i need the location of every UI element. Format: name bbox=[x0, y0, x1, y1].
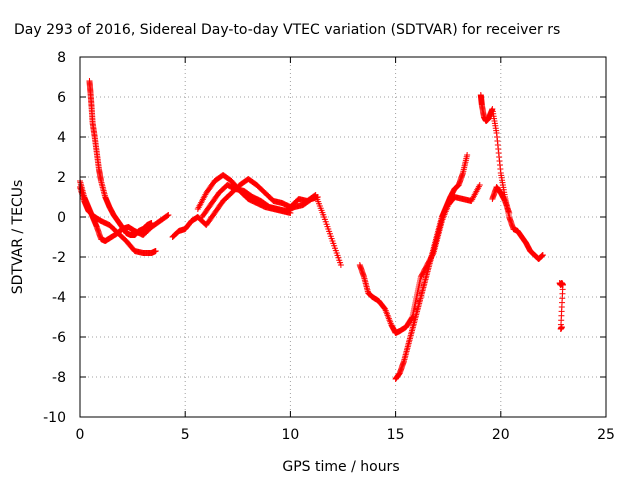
x-tick-label: 10 bbox=[281, 427, 299, 443]
plot-frame bbox=[79, 56, 607, 418]
y-tick-label: -8 bbox=[52, 370, 66, 386]
y-tick-label: 6 bbox=[57, 90, 66, 106]
data-point bbox=[337, 262, 344, 268]
grid bbox=[80, 57, 606, 417]
series-trace-j bbox=[489, 184, 513, 216]
data-point bbox=[539, 252, 546, 258]
y-tick-label: 4 bbox=[57, 130, 66, 146]
x-tick-label: 5 bbox=[181, 427, 190, 443]
axis-ticks: 0 5 10 15 20 25 -10 -8 -6 -4 -2 0 2 4 6 8 bbox=[43, 50, 615, 443]
data-point bbox=[464, 152, 471, 158]
y-tick-label: -4 bbox=[52, 290, 66, 306]
series-trace-i bbox=[477, 92, 546, 262]
y-tick-label: 2 bbox=[57, 170, 66, 186]
series-trace-d bbox=[169, 176, 344, 268]
series-trace-f bbox=[194, 172, 294, 216]
chart-title: Day 293 of 2016, Sidereal Day-to-day VTE… bbox=[14, 22, 560, 38]
x-tick-label: 25 bbox=[597, 427, 615, 443]
y-tick-label: 8 bbox=[57, 50, 66, 66]
data-points bbox=[77, 78, 566, 382]
data-point bbox=[506, 210, 513, 216]
series-trace-h bbox=[392, 152, 471, 382]
x-tick-label: 20 bbox=[492, 427, 510, 443]
x-tick-label: 15 bbox=[387, 427, 405, 443]
y-tick-label: -6 bbox=[52, 330, 66, 346]
data-point bbox=[558, 324, 565, 330]
series-trace-g bbox=[356, 182, 483, 336]
y-tick-label: -2 bbox=[52, 250, 66, 266]
x-tick-label: 0 bbox=[76, 427, 85, 443]
data-point bbox=[476, 182, 483, 188]
x-axis-label: GPS time / hours bbox=[282, 459, 399, 475]
data-point bbox=[148, 220, 155, 226]
data-point bbox=[287, 210, 294, 216]
series-trace-c bbox=[86, 78, 155, 238]
y-tick-label: -10 bbox=[43, 410, 66, 426]
data-point bbox=[164, 212, 171, 219]
y-tick-label: 0 bbox=[57, 210, 66, 226]
data-point bbox=[165, 212, 172, 218]
data-point bbox=[152, 248, 159, 254]
y-axis-label: SDTVAR / TECUs bbox=[10, 180, 26, 295]
data-point bbox=[314, 194, 321, 200]
series-trace-k bbox=[556, 280, 566, 332]
